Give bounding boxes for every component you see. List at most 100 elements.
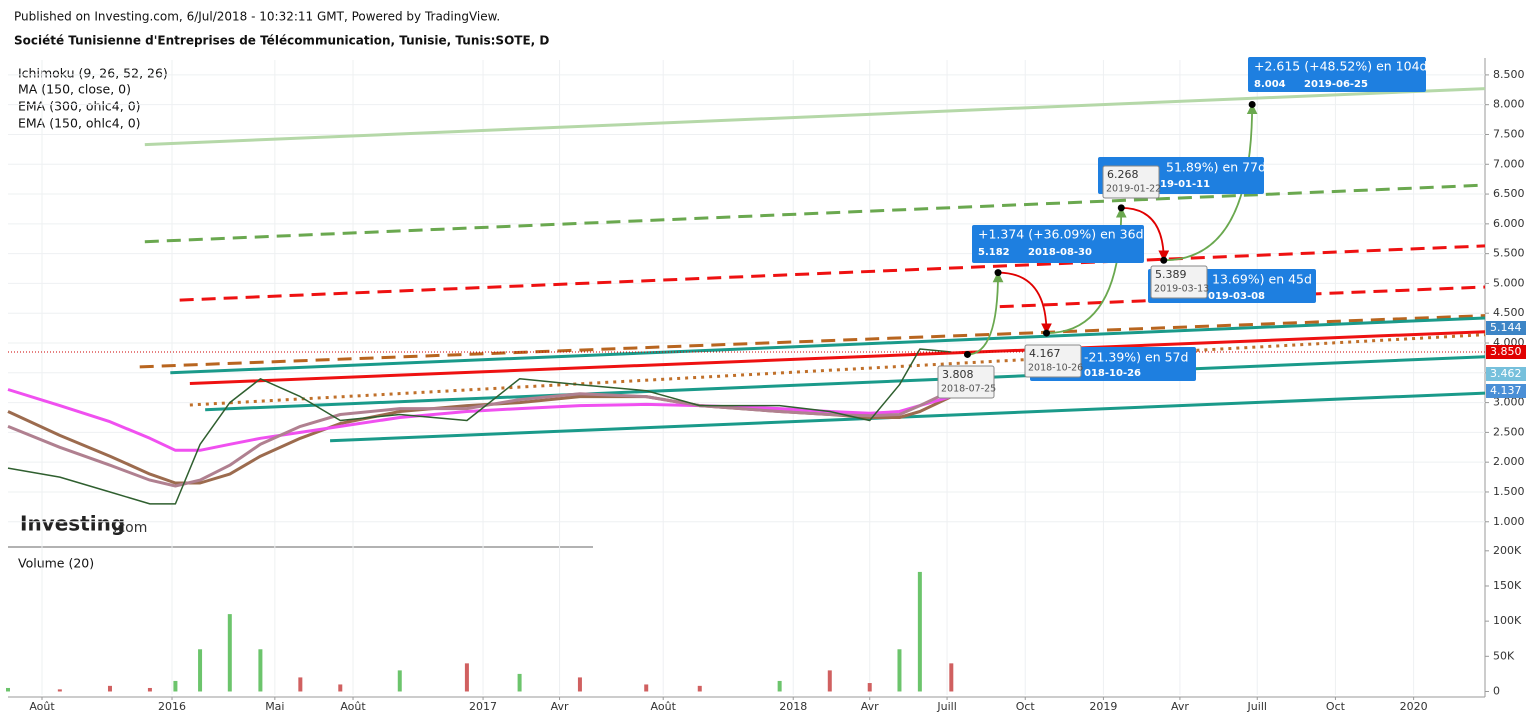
y-tick-label: 1.500 — [1493, 485, 1525, 498]
y-tick-label: 5.000 — [1493, 276, 1525, 289]
x-tick-label: 2016 — [158, 700, 186, 713]
projection-point — [1042, 329, 1050, 337]
volume-bar — [397, 670, 402, 692]
y-tick-label: 2.500 — [1493, 425, 1525, 438]
legend-entry: EMA (150, ohlc4, 0) — [18, 116, 141, 131]
x-tick-label: Août — [651, 700, 677, 713]
point-label-date: 2018-10-26 — [1028, 363, 1083, 374]
legend-entry: MA (150, close, 0) — [18, 82, 131, 97]
volume-bar — [258, 649, 263, 692]
price-label: 5.144 — [1490, 321, 1522, 334]
annotation-date: 19-01-11 — [1160, 179, 1210, 190]
annotation-date: 2019-06-25 — [1304, 79, 1368, 90]
x-tick-label: Avr — [861, 700, 879, 713]
trendline — [139, 314, 1486, 369]
annotation-date: 2018-08-30 — [1028, 247, 1092, 258]
volume-tick-label: 50K — [1493, 649, 1515, 662]
volume-title: Volume (20) — [18, 556, 94, 571]
x-tick-label: Août — [29, 700, 55, 713]
volume-bar — [57, 689, 62, 692]
x-tick-label: Août — [340, 700, 366, 713]
point-label-date: 2018-07-25 — [941, 384, 996, 395]
point-label-price: 3.808 — [942, 368, 974, 381]
trendline — [144, 183, 1486, 244]
volume-tick-label: 200K — [1493, 544, 1522, 557]
x-tick-label: Mai — [265, 700, 284, 713]
symbol-title: Société Tunisienne d'Entreprises de Télé… — [14, 34, 549, 48]
y-tick-label: 7.000 — [1493, 157, 1525, 170]
trendline — [189, 333, 1486, 407]
y-tick-label: 6.500 — [1493, 187, 1525, 200]
volume-bar — [227, 614, 232, 692]
price-label-bg — [1486, 384, 1526, 398]
volume-bar — [338, 684, 343, 692]
projection-point — [1248, 100, 1256, 108]
published-line: Published on Investing.com, 6/Jul/2018 -… — [14, 10, 500, 24]
point-label-date: 2019-03-13 — [1154, 284, 1209, 295]
projection-arrow — [967, 271, 1004, 356]
y-tick-label: 4.500 — [1493, 306, 1525, 319]
projection-arrow — [998, 271, 1052, 335]
projection-arrow — [1163, 103, 1258, 262]
volume-bar — [917, 571, 922, 692]
price-label: 3.462 — [1490, 367, 1522, 380]
y-tick-label: 7.500 — [1493, 127, 1525, 140]
volume-bar — [517, 673, 522, 692]
annotation-price: 5.182 — [978, 247, 1010, 258]
legend-entry: Ichimoku (9, 26, 52, 26) — [18, 66, 168, 81]
x-tick-label: Avr — [551, 700, 569, 713]
projection-point — [1160, 256, 1168, 264]
volume-bar — [6, 687, 10, 692]
volume-bar — [867, 683, 872, 692]
y-tick-label: 3.000 — [1493, 396, 1525, 409]
price-label-bg — [1486, 345, 1526, 359]
point-label-box — [1102, 165, 1160, 199]
volume-bar — [147, 687, 152, 692]
annotation-price: 8.004 — [1254, 79, 1286, 90]
x-tick-label: 2020 — [1400, 700, 1428, 713]
trendline — [330, 391, 1486, 443]
x-tick-label: 2017 — [469, 700, 497, 713]
volume-bar — [577, 677, 582, 692]
volume-bar — [949, 663, 954, 692]
trendline — [144, 87, 1486, 147]
volume-bar — [198, 649, 203, 692]
annotation-text: +2.615 (+48.52%) en 104d — [1254, 59, 1427, 74]
logo-suffix: .com — [113, 520, 147, 536]
trendline — [170, 316, 1486, 375]
annotation-text: 51.89%) en 77d — [1166, 160, 1266, 175]
point-label-price: 6.268 — [1107, 168, 1139, 181]
volume-bar — [827, 670, 832, 692]
y-tick-label: 5.500 — [1493, 247, 1525, 260]
price-label: 3.850 — [1490, 345, 1522, 358]
annotation-box — [972, 225, 1144, 263]
annotation-text: -21.39%) en 57d — [1084, 350, 1188, 365]
y-tick-label: 1.000 — [1493, 515, 1525, 528]
indicator-line — [7, 389, 952, 488]
projection-point — [1117, 204, 1125, 212]
annotation-text: 13.69%) en 45d — [1212, 272, 1312, 287]
indicator-line — [7, 388, 952, 452]
trendline — [189, 330, 1486, 386]
trendline — [205, 355, 1486, 412]
projection-point — [994, 269, 1002, 277]
projection-arrow — [1121, 206, 1170, 262]
price-label: 4.137 — [1490, 384, 1522, 397]
annotation-text: +1.374 (+36.09%) en 36d — [978, 227, 1144, 242]
annotation-date: 018-10-26 — [1084, 368, 1141, 379]
volume-bar — [298, 677, 303, 692]
x-tick-label: Oct — [1326, 700, 1346, 713]
volume-bar — [777, 680, 782, 692]
volume-tick-label: 0 — [1493, 684, 1500, 697]
projection-point — [963, 350, 971, 358]
legend-entry: EMA (300, ohlc4, 0) — [18, 99, 141, 114]
point-label-box — [1150, 265, 1208, 299]
y-tick-label: 6.000 — [1493, 217, 1525, 230]
x-tick-label: Juill — [1247, 700, 1267, 713]
volume-bar — [173, 680, 178, 692]
point-label-box — [1024, 344, 1082, 378]
volume-tick-label: 100K — [1493, 614, 1522, 627]
x-tick-label: Juill — [936, 700, 956, 713]
y-tick-label: 8.500 — [1493, 68, 1525, 81]
annotation-date: 019-03-08 — [1208, 291, 1265, 302]
